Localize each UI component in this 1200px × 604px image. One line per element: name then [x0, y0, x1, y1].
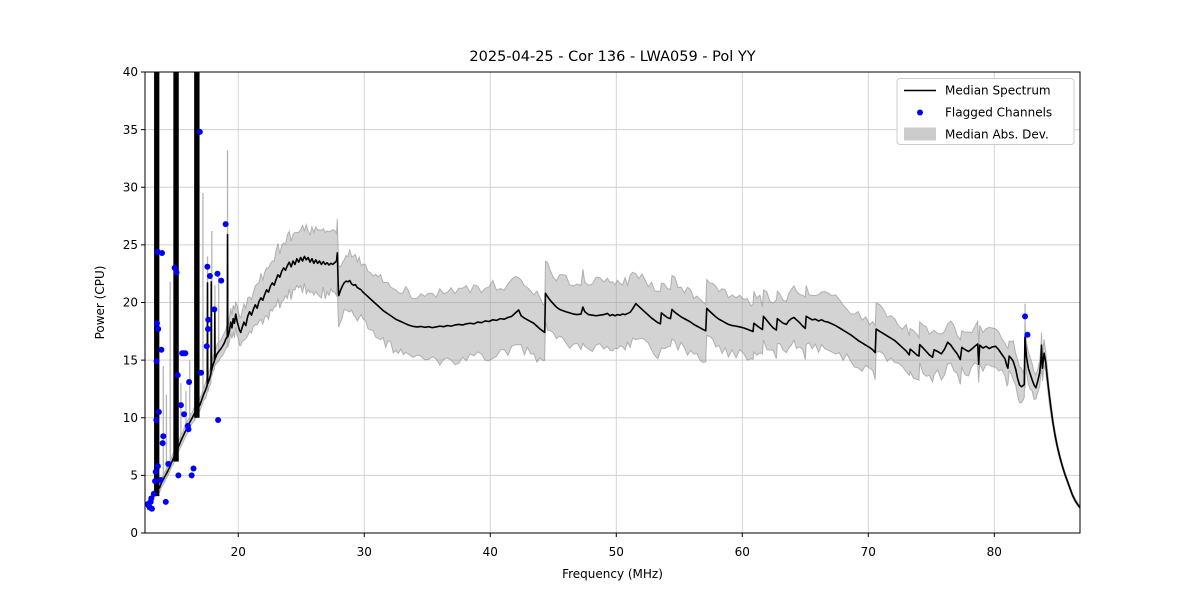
x-axis-label: Frequency (MHz): [562, 567, 663, 581]
flagged-point: [171, 264, 178, 271]
flagged-point: [152, 478, 159, 485]
mad-band-lower-edge: [146, 245, 1080, 511]
y-tick-label: 25: [123, 238, 138, 252]
flagged-point: [148, 505, 155, 512]
legend-patch-sample: [904, 127, 936, 141]
legend-label-median-spectrum: Median Spectrum: [945, 84, 1051, 98]
flagged-channel-points: [145, 128, 1031, 512]
flagged-point: [158, 346, 165, 353]
legend-label-flagged-channels: Flagged Channels: [945, 106, 1052, 120]
flagged-point: [205, 316, 212, 323]
y-tick-label: 15: [123, 353, 138, 367]
y-tick-label: 30: [123, 180, 138, 194]
legend-box: [896, 78, 1075, 145]
flagged-point: [215, 417, 222, 424]
flagged-point: [160, 433, 167, 440]
flagged-point: [165, 460, 172, 467]
y-tick-label: 5: [130, 469, 138, 483]
flagged-point: [1022, 313, 1029, 320]
flagged-point: [186, 379, 193, 386]
rfi-column: [194, 72, 200, 418]
flagged-point: [157, 476, 164, 483]
chart-title: 2025-04-25 - Cor 136 - LWA059 - Pol YY: [469, 49, 755, 65]
median-spectrum-line: [146, 233, 1080, 509]
flagged-point: [222, 221, 229, 228]
flagged-point: [181, 411, 188, 418]
x-tick-label: 30: [357, 545, 372, 559]
flagged-point: [1024, 331, 1031, 338]
flagged-point: [188, 472, 195, 479]
flagged-point: [218, 277, 225, 284]
mad-band-fill: [146, 218, 1080, 511]
y-axis-ticks: 0 5 10 15 20 25 30 35 40: [123, 65, 145, 540]
flagged-point: [150, 490, 157, 497]
grid-lines: [145, 71, 1080, 534]
rfi-spike-columns: [154, 72, 200, 497]
flagged-point: [198, 369, 205, 376]
flagged-point: [162, 498, 169, 505]
flagged-point: [173, 269, 180, 276]
flagged-point: [155, 326, 162, 333]
y-tick-label: 10: [123, 411, 138, 425]
flagged-point: [205, 326, 212, 333]
rfi-column: [154, 72, 160, 497]
y-tick-label: 40: [123, 65, 138, 79]
y-tick-label: 20: [123, 296, 138, 310]
x-tick-label: 40: [483, 545, 498, 559]
flagged-point: [214, 270, 221, 277]
flagged-point: [152, 468, 159, 475]
flagged-point: [190, 465, 197, 472]
median-abs-dev-band: [146, 218, 1080, 511]
flagged-point: [153, 417, 160, 424]
flagged-point: [204, 263, 211, 270]
y-tick-label: 35: [123, 123, 138, 137]
flagged-point: [182, 350, 189, 357]
x-tick-label: 80: [987, 545, 1002, 559]
mad-band-upper-edge: [146, 218, 1080, 507]
flagged-point: [154, 463, 161, 470]
flagged-point: [185, 426, 192, 433]
flagged-point: [159, 249, 166, 256]
x-tick-label: 60: [735, 545, 750, 559]
flagged-point: [153, 358, 160, 365]
legend-marker-sample: [917, 109, 923, 116]
x-axis-ticks: 20 30 40 50 60 70 80: [231, 533, 1002, 559]
median-line: [146, 233, 1080, 509]
x-tick-label: 50: [609, 545, 624, 559]
x-tick-label: 70: [861, 545, 876, 559]
flagged-point: [153, 320, 160, 327]
flagged-point: [203, 343, 210, 350]
legend-label-median-abs-dev: Median Abs. Dev.: [945, 128, 1049, 142]
flagged-point: [177, 402, 184, 409]
legend: Median Spectrum Flagged Channels Median …: [896, 78, 1075, 145]
flagged-point: [174, 372, 181, 379]
y-tick-label: 0: [130, 526, 138, 540]
flagged-point: [155, 408, 162, 415]
flagged-point: [196, 128, 203, 135]
flagged-point: [148, 495, 155, 502]
y-axis-label: Power (CPU): [93, 266, 107, 340]
flagged-point: [206, 272, 213, 279]
flagged-point: [211, 306, 218, 313]
x-tick-label: 20: [231, 545, 246, 559]
flagged-point: [175, 472, 182, 479]
flagged-point: [159, 440, 166, 447]
